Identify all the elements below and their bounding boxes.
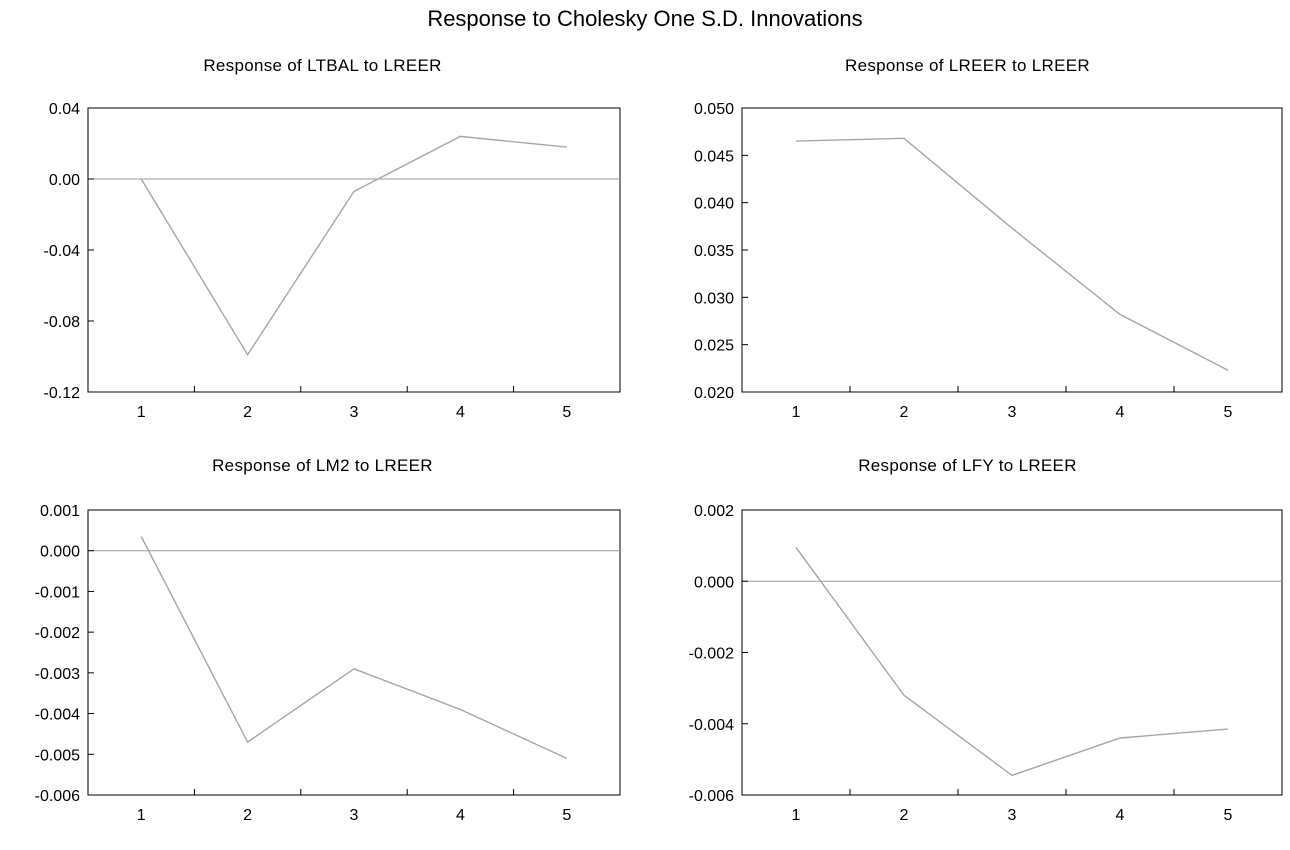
x-tick-label: 3 — [350, 807, 359, 824]
x-tick-label: 1 — [137, 807, 146, 824]
y-tick-label: -0.12 — [44, 385, 81, 402]
chart-panel-ltbal: Response of LTBAL to LREER 0.04 0.00 -0.04… — [0, 50, 645, 450]
chart-title: Response of LM2 to LREER — [212, 456, 433, 475]
chart-panel-lreer: Response of LREER to LREER 0.050 0.045 0.0… — [645, 50, 1290, 450]
x-tick-label: 5 — [562, 807, 571, 824]
y-tick-label: 0.030 — [694, 290, 734, 307]
chart-plot: 0.04 0.00 -0.04 -0.08 -0.12 1 2 3 4 5 — [44, 101, 621, 421]
y-tick-label: -0.005 — [35, 747, 80, 764]
x-tick-label: 2 — [243, 404, 252, 421]
y-tick-label: -0.006 — [689, 788, 734, 805]
x-tick-label: 1 — [137, 404, 146, 421]
y-tick-label: 0.04 — [49, 101, 80, 118]
x-tick-label: 3 — [1008, 404, 1017, 421]
x-tick-label: 1 — [792, 404, 801, 421]
x-tick-label: 2 — [900, 807, 909, 824]
x-tick-label: 4 — [1116, 404, 1125, 421]
plot-frame — [87, 509, 621, 796]
chart-panel-lfy: Response of LFY to LREER 0.002 0.000 -0.00… — [645, 450, 1290, 850]
x-tick-label: 4 — [456, 807, 465, 824]
figure-title: Response to Cholesky One S.D. Innovation… — [427, 6, 863, 31]
y-tick-label: -0.002 — [35, 625, 80, 642]
chart-plot: 0.002 0.000 -0.002 -0.004 -0.006 1 2 3 4 5 — [689, 503, 1283, 824]
x-tick-label: 4 — [1116, 807, 1125, 824]
response-line — [795, 546, 1229, 777]
y-tick-label: 0.035 — [694, 243, 734, 260]
x-tick-label: 5 — [562, 404, 571, 421]
plot-frame — [741, 509, 1283, 796]
chart-panel-lm2: Response of LM2 to LREER 0.001 0.000 -0.00… — [0, 450, 645, 850]
y-tick-label: 0.020 — [694, 385, 734, 402]
y-tick-label: 0.000 — [694, 574, 734, 591]
x-tick-label: 2 — [900, 404, 909, 421]
plot-frame — [741, 107, 1283, 393]
plot-frame — [87, 107, 621, 393]
y-tick-label: 0.045 — [694, 148, 734, 165]
y-tick-label: -0.004 — [35, 707, 80, 724]
y-tick-label: 0.001 — [40, 503, 80, 520]
x-tick-label: 3 — [1008, 807, 1017, 824]
y-tick-label: 0.000 — [40, 544, 80, 561]
response-line — [140, 135, 567, 357]
y-tick-label: 0.025 — [694, 338, 734, 355]
y-tick-label: 0.00 — [49, 172, 80, 189]
response-line — [795, 137, 1229, 371]
x-tick-label: 3 — [350, 404, 359, 421]
chart-title: Response of LTBAL to LREER — [203, 56, 442, 75]
y-tick-label: -0.003 — [35, 666, 80, 683]
x-tick-label: 5 — [1224, 404, 1233, 421]
y-tick-label: -0.002 — [689, 646, 734, 663]
y-tick-label: -0.006 — [35, 788, 80, 805]
y-tick-label: 0.040 — [694, 196, 734, 213]
figure: Response to Cholesky One S.D. Innovation… — [0, 6, 1290, 824]
chart-plot: 0.001 0.000 -0.001 -0.002 -0.003 -0.004 -0.005… — [35, 503, 621, 824]
y-tick-label: -0.08 — [44, 314, 81, 331]
chart-title: Response of LREER to LREER — [845, 56, 1090, 75]
response-line — [140, 536, 568, 760]
y-tick-label: -0.04 — [44, 243, 81, 260]
y-tick-label: 0.050 — [694, 101, 734, 118]
chart-plot: 0.050 0.045 0.040 0.035 0.030 0.025 0.020 1 2 3 4 5 — [694, 101, 1283, 421]
y-tick-label: -0.001 — [35, 584, 80, 601]
chart-title: Response of LFY to LREER — [858, 456, 1077, 475]
y-tick-label: 0.002 — [694, 503, 734, 520]
x-tick-label: 5 — [1224, 807, 1233, 824]
x-tick-label: 1 — [792, 807, 801, 824]
x-tick-label: 4 — [456, 404, 465, 421]
y-tick-label: -0.004 — [689, 717, 734, 734]
x-tick-label: 2 — [243, 807, 252, 824]
